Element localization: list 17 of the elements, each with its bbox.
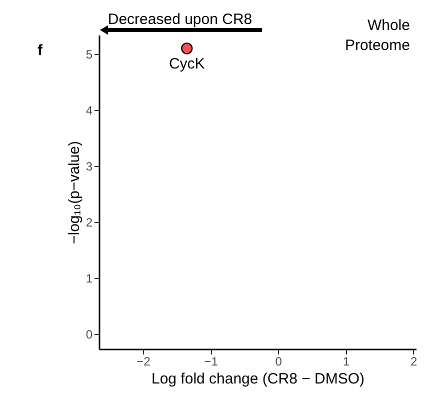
text: Decreased upon CR8 xyxy=(108,11,252,28)
x-tick-label: 0 xyxy=(275,354,282,368)
x-tick-label: −2 xyxy=(136,354,151,368)
y-tick-label: 2 xyxy=(86,215,93,230)
x-axis-title: Log fold change (CR8 − DMSO) xyxy=(151,370,365,388)
x-tick-label: 2 xyxy=(410,354,418,368)
y-tick-label: 4 xyxy=(86,104,93,118)
annotation: Whole Proteome xyxy=(344,17,410,54)
y-tick-label: 5 xyxy=(86,48,93,62)
annotation: CycK xyxy=(168,55,205,72)
x-tick-label: −1 xyxy=(204,354,218,368)
y-tick-label: 1 xyxy=(86,271,93,286)
y-axis-title: −log₁₀(p−value) xyxy=(66,140,83,244)
text: f xyxy=(38,42,44,59)
x-tick-label: 1 xyxy=(342,354,350,368)
y-tick-label: 3 xyxy=(86,159,93,174)
y-tick-label: 0 xyxy=(86,327,93,342)
